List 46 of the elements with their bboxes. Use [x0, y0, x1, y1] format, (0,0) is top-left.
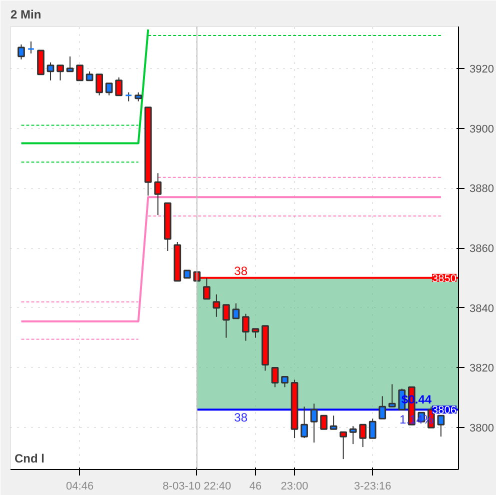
- candlestick: [66, 56, 74, 72]
- y-tick-label: 3880: [470, 183, 494, 196]
- candlestick: [320, 414, 328, 430]
- y-tick-label: 3920: [470, 63, 494, 76]
- candlestick: [222, 304, 230, 338]
- candlestick: [340, 431, 348, 460]
- candlestick: [27, 40, 35, 54]
- x-tick-label: 8-03-10 22:40: [162, 480, 232, 492]
- candlestick: [76, 64, 84, 82]
- annotation: 38: [234, 264, 248, 278]
- candlestick: [37, 50, 44, 76]
- candlestick: [437, 414, 445, 438]
- candlestick: [330, 415, 338, 430]
- candlestick: [378, 396, 386, 420]
- y-tick-label: 3860: [470, 243, 494, 255]
- candlestick: [96, 74, 103, 96]
- x-tick-label: 3-23:16: [354, 480, 392, 492]
- candlestick: [212, 294, 220, 318]
- ref-line-label: 3850: [432, 272, 457, 285]
- x-tick-label: 04:46: [66, 480, 94, 492]
- y-tick-label: 3900: [470, 123, 494, 136]
- y-tick-label: 3840: [470, 302, 494, 315]
- x-tick-label: 46: [249, 480, 262, 492]
- y-tick-label: 3800: [470, 422, 494, 435]
- annotation: 38: [234, 410, 248, 425]
- candlestick: [359, 424, 367, 448]
- candlestick: [46, 62, 54, 81]
- annotation: 1.14%: [400, 412, 434, 427]
- candlestick: [18, 44, 25, 60]
- candlestick: [271, 366, 279, 388]
- candlestick: [349, 426, 357, 445]
- candlestick: [242, 313, 250, 342]
- candlestick: [368, 418, 376, 439]
- candlestick: [154, 172, 162, 216]
- candlestick: [105, 82, 113, 96]
- candlestick: [310, 403, 318, 444]
- annotation: Cnd l: [14, 452, 44, 466]
- candlestick: [388, 384, 396, 408]
- candlestick: [281, 376, 288, 388]
- candlestick: [56, 64, 64, 81]
- chart-title: 2 Min: [10, 8, 42, 22]
- x-tick-label: 23:00: [280, 480, 308, 492]
- candlestick: [115, 76, 123, 96]
- candlestick: [232, 302, 240, 320]
- y-tick-label: 3820: [470, 362, 494, 375]
- candlestick: [300, 406, 308, 439]
